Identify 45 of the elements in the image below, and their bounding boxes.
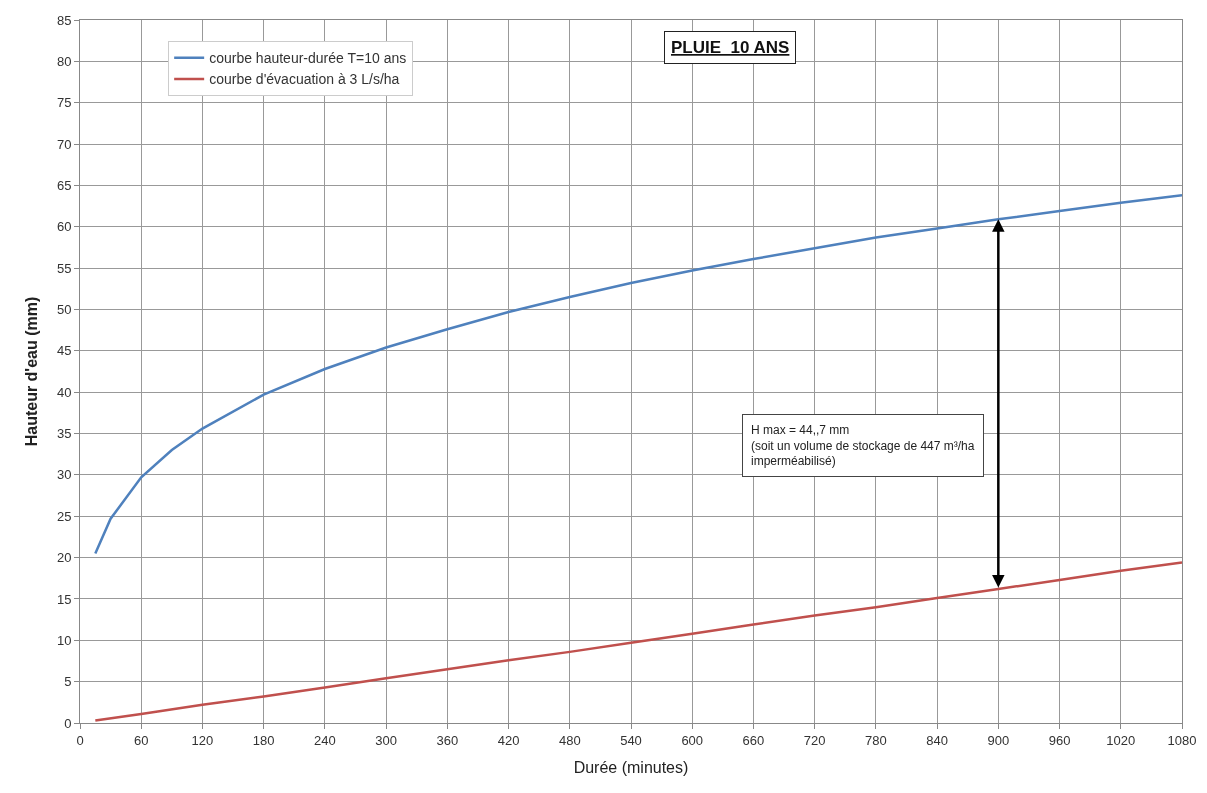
y-tick-label: 40 xyxy=(56,384,72,400)
x-tick-label: 300 xyxy=(375,732,397,748)
line-series xyxy=(94,194,1182,555)
x-tick-label: 240 xyxy=(314,732,336,748)
legend-label: courbe hauteur-durée T=10 ans xyxy=(209,50,407,67)
x-tick-label: 420 xyxy=(497,732,520,748)
x-tick-label: 840 xyxy=(926,732,948,748)
x-tick-label: 0 xyxy=(76,732,84,748)
text: PLUIE 10 ANS xyxy=(671,38,790,57)
x-tick-label: 720 xyxy=(803,732,826,748)
x-tick-label: 660 xyxy=(742,732,765,748)
x-tick-label: 540 xyxy=(620,732,642,748)
x-tick-label: 360 xyxy=(436,732,459,748)
x-tick-label: 60 xyxy=(133,732,149,748)
x-tick-label: 480 xyxy=(558,732,581,748)
legend-label: courbe d'évacuation à 3 L/s/ha xyxy=(209,71,400,88)
y-tick-label: 55 xyxy=(56,260,72,276)
y-axis-title: Hauteur d'eau (mm) xyxy=(22,296,40,447)
x-tick-label: 120 xyxy=(191,732,214,748)
annotation: H max = 44,,7 mm (soit un volume de stockage de 447 m³/ha imperméabilisé) xyxy=(751,423,975,469)
y-tick-label: 85 xyxy=(56,12,72,28)
y-tick-label: 20 xyxy=(56,550,72,566)
y-tick-label: 70 xyxy=(56,136,72,152)
x-tick-label: 780 xyxy=(865,732,887,748)
y-tick-label: 5 xyxy=(64,674,72,690)
x-axis-title: Durée (minutes) xyxy=(573,759,689,777)
line-series xyxy=(94,561,1182,722)
y-tick-label: 50 xyxy=(56,302,72,318)
x-tick-label: 1020 xyxy=(1106,732,1136,748)
y-tick-label: 60 xyxy=(56,219,72,235)
y-tick-label: 75 xyxy=(56,95,72,111)
y-tick-label: 45 xyxy=(56,343,72,359)
x-tick-label: 960 xyxy=(1048,732,1071,748)
y-tick-label: 35 xyxy=(56,426,72,442)
y-tick-label: 25 xyxy=(56,508,72,524)
y-tick-label: 80 xyxy=(56,53,72,69)
y-tick-label: 10 xyxy=(56,632,72,648)
x-tick-label: 900 xyxy=(987,732,1010,748)
x-tick-label: 1080 xyxy=(1167,732,1197,748)
y-tick-label: 15 xyxy=(56,591,72,607)
x-tick-label: 600 xyxy=(681,732,704,748)
x-tick-label: 180 xyxy=(252,732,275,748)
y-tick-label: 65 xyxy=(56,177,72,193)
y-tick-label: 0 xyxy=(64,715,72,731)
y-tick-label: 30 xyxy=(56,467,72,483)
